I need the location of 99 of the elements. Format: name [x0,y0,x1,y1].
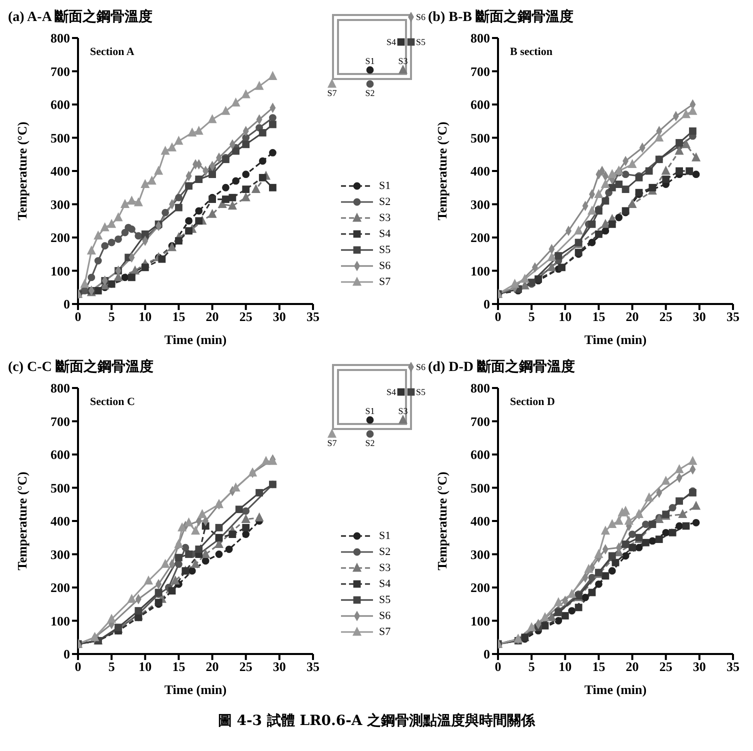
y-tick-label: 800 [470,380,490,396]
y-tick-label: 500 [50,130,70,146]
legend-label: S3 [379,562,391,574]
legend-label: S4 [379,228,391,240]
legend-label: S6 [379,260,391,272]
x-tick-label: 30 [692,659,706,674]
x-axis-title: Time (min) [584,682,647,697]
y-tick-label: 0 [484,646,490,662]
annotation: Section C [90,396,135,408]
x-tick-label: 35 [306,659,320,674]
y-tick-label: 200 [50,230,70,246]
x-tick-label: 35 [726,659,740,674]
y-tick-label: 400 [470,164,490,179]
y-tick-label: 100 [50,613,70,628]
y-tick-label: 500 [470,480,490,496]
x-tick-label: 30 [272,659,286,674]
x-tick-label: 10 [138,659,152,674]
y-tick-label: 700 [50,414,70,429]
x-tick-label: 35 [726,309,740,324]
y-tick-label: 600 [470,97,490,112]
x-tick-label: 20 [626,659,639,674]
chart-title: (d) D-D 斷面之鋼骨溫度 [428,358,576,377]
x-tick-label: 20 [206,659,219,674]
chart-title: (a) A-A 斷面之鋼骨溫度 [8,10,153,25]
x-tick-label: 15 [172,309,186,324]
x-tick-label: 0 [494,659,502,674]
y-tick-label: 600 [470,447,490,462]
y-tick-label: 200 [470,230,490,246]
x-tick-label: 15 [592,309,606,324]
x-tick-label: 25 [659,309,673,324]
y-tick-label: 800 [50,380,70,396]
x-tick-label: 25 [239,659,253,674]
x-tick-label: 10 [558,309,572,324]
y-tick-label: 400 [50,514,70,529]
legend-label: S7 [379,626,391,638]
legend-label: S1 [379,530,391,542]
y-axis-title: Temperature (°C) [14,122,30,220]
x-axis-title: Time (min) [164,332,227,347]
annotation: Section A [90,46,134,58]
y-tick-label: 100 [470,613,490,628]
annotation: B section [510,46,552,58]
y-tick-label: 0 [484,296,490,312]
annotation: Section D [510,396,555,408]
legend-label: S7 [379,276,391,288]
legend-label: S5 [379,244,391,256]
legend-label: S3 [379,212,391,224]
y-tick-label: 500 [470,130,490,146]
y-tick-label: 800 [470,30,490,46]
x-tick-label: 5 [528,309,536,324]
y-tick-label: 100 [50,263,70,278]
x-tick-label: 0 [74,309,82,324]
legend-label: S6 [379,610,391,622]
y-tick-label: 300 [50,196,70,212]
x-tick-label: 5 [108,659,116,674]
y-tick-label: 600 [50,447,70,462]
x-tick-label: 5 [108,309,116,324]
y-tick-label: 0 [64,646,70,662]
y-tick-label: 300 [470,196,490,212]
x-tick-label: 10 [558,659,572,674]
x-tick-label: 20 [626,309,639,324]
y-tick-label: 200 [470,580,490,596]
y-tick-label: 0 [64,296,70,312]
y-tick-label: 700 [470,414,490,429]
y-axis-title: Temperature (°C) [434,122,450,220]
y-tick-label: 200 [50,580,70,596]
x-tick-label: 20 [206,309,219,324]
chart-title: (b) B-B 斷面之鋼骨溫度 [428,8,574,27]
legend-label: S1 [379,180,391,192]
x-tick-label: 15 [592,659,606,674]
chart-title: (c) C-C 斷面之鋼骨溫度 [8,360,154,375]
x-tick-label: 25 [239,309,253,324]
y-tick-label: 800 [50,30,70,46]
caption: 圖 4-3 試體 LR0.6-A 之鋼骨測點溫度與時間關係 [216,712,536,730]
x-tick-label: 35 [306,309,320,324]
x-axis-title: Time (min) [584,332,647,347]
x-axis-title: Time (min) [164,682,227,697]
legend-label: S4 [379,578,391,590]
y-tick-label: 600 [50,97,70,112]
x-tick-label: 30 [272,309,286,324]
x-tick-label: 15 [172,659,186,674]
y-tick-label: 500 [50,480,70,496]
y-axis-title: Temperature (°C) [434,472,450,570]
legend-label: S2 [379,196,391,208]
y-tick-label: 300 [50,546,70,562]
y-tick-label: 400 [50,164,70,179]
legend-label: S5 [379,594,391,606]
x-tick-label: 0 [494,309,502,324]
y-tick-label: 100 [470,263,490,278]
x-tick-label: 30 [692,309,706,324]
y-tick-label: 400 [470,514,490,529]
legend-label: S2 [379,546,391,558]
x-tick-label: 5 [528,659,536,674]
y-axis-title: Temperature (°C) [14,472,30,570]
y-tick-label: 700 [470,64,490,79]
y-tick-label: 300 [470,546,490,562]
x-tick-label: 10 [138,309,152,324]
y-tick-label: 700 [50,64,70,79]
x-tick-label: 0 [74,659,82,674]
x-tick-label: 25 [659,659,673,674]
